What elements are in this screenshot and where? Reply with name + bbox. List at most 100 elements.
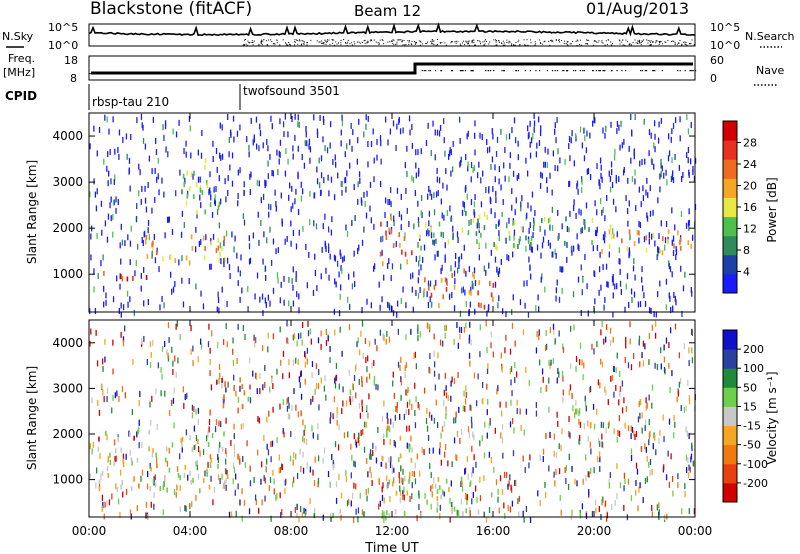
heatmap-cell	[444, 444, 447, 451]
heatmap-cell	[292, 266, 294, 273]
heatmap-cell	[102, 389, 104, 396]
nsearch-point	[512, 44, 514, 46]
heatmap-cell	[327, 335, 329, 342]
heatmap-cell	[148, 446, 150, 452]
heatmap-cell	[629, 321, 631, 328]
heatmap-cell	[530, 235, 533, 241]
heatmap-cell	[674, 295, 677, 302]
heatmap-cell	[239, 377, 241, 383]
heatmap-cell	[474, 149, 476, 156]
heatmap-cell	[688, 360, 690, 367]
heatmap-cell	[600, 358, 602, 365]
nsearch-point	[439, 42, 441, 44]
heatmap-cell	[691, 290, 693, 297]
heatmap-cell	[354, 215, 356, 222]
heatmap-cell	[665, 304, 667, 311]
heatmap-cell	[120, 331, 122, 338]
nsearch-point	[465, 41, 467, 43]
heatmap-cell	[686, 152, 688, 159]
heatmap-cell	[89, 308, 91, 315]
heatmap-cell	[667, 450, 669, 457]
heatmap-cell	[292, 359, 295, 366]
heatmap-cell	[497, 496, 499, 503]
nsearch-point	[383, 43, 385, 45]
heatmap-cell	[226, 341, 229, 348]
heatmap-cell	[429, 280, 432, 287]
heatmap-cell	[387, 482, 389, 489]
heatmap-cell	[342, 386, 344, 393]
heatmap-cell	[599, 456, 601, 463]
heatmap-cell	[673, 432, 675, 439]
heatmap-cell	[185, 505, 187, 512]
heatmap-cell	[325, 245, 327, 252]
heatmap-cell	[413, 353, 415, 360]
nsearch-point	[260, 41, 262, 43]
heatmap-cell	[626, 273, 629, 280]
heatmap-cell	[657, 137, 660, 144]
heatmap-cell	[268, 485, 271, 492]
heatmap-cell	[535, 305, 537, 312]
heatmap-cell	[379, 329, 382, 336]
colorbar-swatch	[723, 235, 737, 256]
heatmap-cell	[523, 280, 525, 287]
nave-point	[300, 73, 302, 75]
heatmap-cell	[659, 186, 661, 193]
heatmap-cell	[198, 488, 201, 494]
nave-point	[197, 73, 199, 75]
heatmap-cell	[463, 268, 465, 274]
heatmap-cell	[542, 455, 544, 462]
heatmap-cell	[684, 271, 686, 278]
heatmap-cell	[383, 335, 385, 342]
nsearch-point	[326, 40, 328, 42]
heatmap-cell	[247, 306, 249, 313]
heatmap-cell	[427, 193, 429, 200]
heatmap-cell	[667, 133, 670, 140]
heatmap-cell	[485, 269, 487, 276]
heatmap-cell	[555, 137, 557, 144]
heatmap-cell	[184, 394, 186, 401]
heatmap-cell	[541, 273, 543, 280]
heatmap-cell	[389, 495, 391, 502]
heatmap-cell	[342, 256, 344, 263]
heatmap-cell	[549, 172, 551, 179]
heatmap-cell	[104, 501, 106, 508]
nsearch-point	[555, 39, 557, 41]
nsearch-point	[260, 39, 262, 41]
heatmap-cell	[215, 148, 218, 155]
heatmap-cell	[340, 180, 342, 187]
heatmap-cell	[188, 278, 190, 285]
heatmap-cell	[411, 142, 413, 149]
heatmap-cell	[548, 406, 550, 413]
heatmap-cell	[514, 209, 516, 216]
heatmap-cell	[219, 478, 221, 485]
heatmap-cell	[107, 180, 109, 187]
heatmap-cell	[437, 190, 439, 197]
heatmap-cell	[353, 281, 356, 288]
heatmap-cell	[115, 196, 117, 203]
heatmap-cell	[291, 115, 293, 122]
heatmap-cell	[481, 134, 483, 141]
heatmap-cell	[508, 176, 510, 183]
heatmap-cell	[93, 286, 95, 293]
heatmap-cell	[461, 209, 464, 216]
heatmap-cell	[153, 492, 155, 499]
heatmap-cell	[322, 115, 325, 122]
heatmap-cell	[411, 447, 413, 453]
heatmap-cell	[420, 264, 422, 271]
heatmap-cell	[155, 250, 158, 256]
heatmap-cell	[505, 237, 507, 244]
heatmap-cell	[217, 453, 219, 460]
heatmap-cell	[363, 226, 365, 233]
heatmap-cell	[691, 347, 693, 354]
heatmap-cell	[159, 304, 161, 311]
heatmap-cell	[381, 261, 384, 267]
nsearch-point	[577, 40, 579, 42]
heatmap-cell	[560, 266, 563, 273]
heatmap-cell	[449, 147, 451, 154]
nsearch-point	[580, 39, 582, 41]
heatmap-cell	[333, 254, 336, 261]
heatmap-cell	[370, 302, 373, 309]
heatmap-cell	[612, 228, 614, 235]
heatmap-cell	[250, 117, 252, 124]
nsearch-point	[332, 42, 334, 44]
